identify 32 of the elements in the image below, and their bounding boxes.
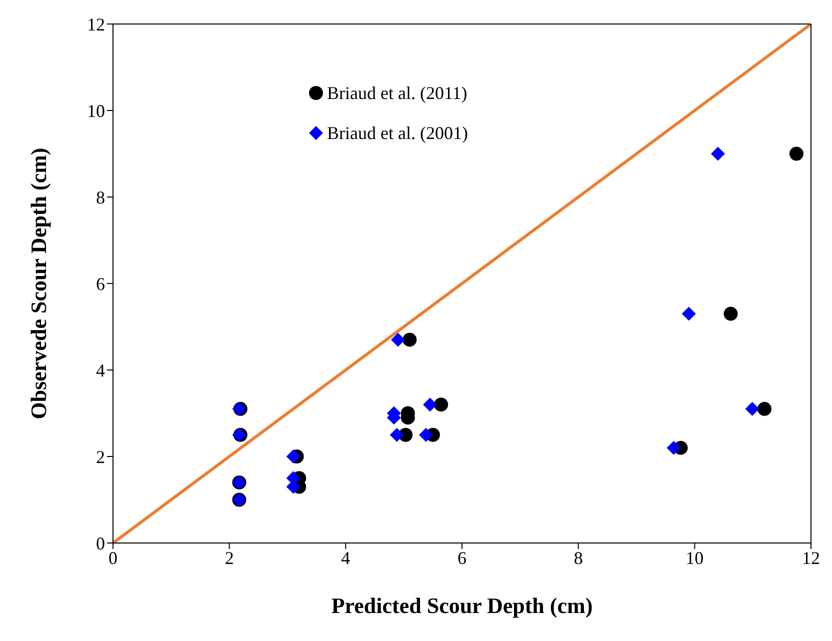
x-tick-label: 12 xyxy=(802,548,820,568)
point xyxy=(789,146,804,161)
y-axis-title: Observede Scour Depth (cm) xyxy=(26,148,51,420)
x-axis-title: Predicted Scour Depth (cm) xyxy=(331,593,593,618)
y-tick-label: 6 xyxy=(96,274,105,294)
point xyxy=(745,402,760,416)
y-tick-label: 0 xyxy=(96,533,105,554)
point xyxy=(710,146,725,161)
x-tick-label: 8 xyxy=(574,548,583,568)
x-tick-label: 2 xyxy=(224,548,234,568)
y-tick-label: 10 xyxy=(87,100,105,121)
point xyxy=(418,428,433,442)
legend-label: Briaud et al. (2011) xyxy=(327,82,468,104)
point xyxy=(286,450,300,464)
y-tick-label: 4 xyxy=(96,360,105,380)
point xyxy=(724,306,738,321)
point xyxy=(682,306,696,321)
x-tick-label: 0 xyxy=(108,548,118,568)
y-tick-label: 2 xyxy=(96,446,105,467)
point xyxy=(391,332,406,347)
point xyxy=(390,428,404,442)
y-tick-label: 12 xyxy=(87,14,105,34)
x-tick-label: 10 xyxy=(686,548,704,568)
legend-label: Briaud et al. (2001) xyxy=(327,122,468,144)
point xyxy=(757,402,772,416)
x-tick-label: 4 xyxy=(341,548,350,568)
y-tick-label: 8 xyxy=(96,187,105,208)
point xyxy=(434,398,448,412)
point xyxy=(402,332,417,347)
point xyxy=(423,398,438,412)
point xyxy=(666,440,681,455)
x-tick-label: 6 xyxy=(458,548,466,568)
